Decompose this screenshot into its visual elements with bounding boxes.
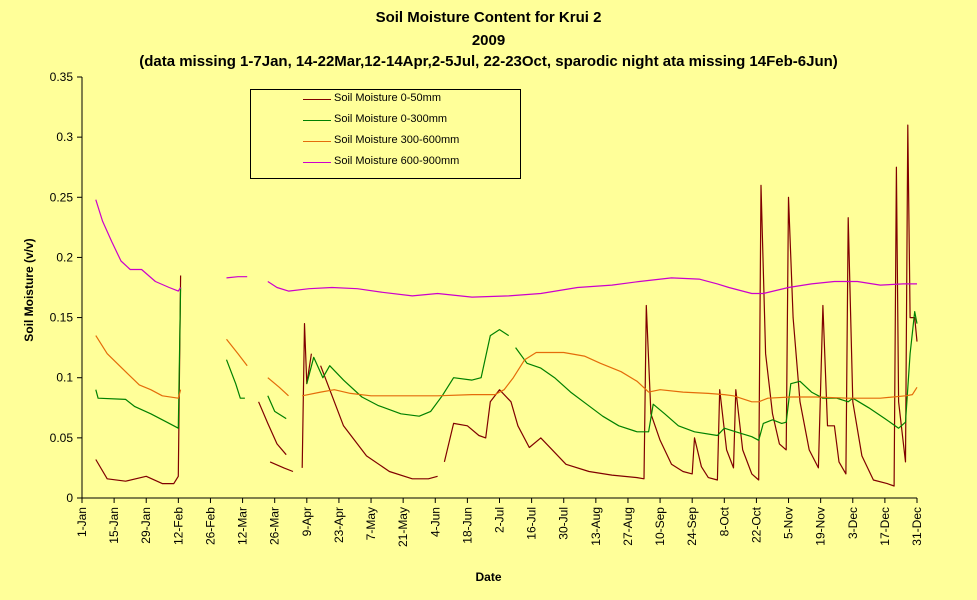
x-tick-label: 1-Jan (75, 507, 89, 537)
legend-label: Soil Moisture 600-900mm (334, 155, 460, 167)
x-tick-label: 13-Aug (589, 507, 603, 546)
y-tick-label: 0.1 (56, 371, 73, 385)
y-tick-label: 0.3 (56, 130, 73, 144)
y-axis-title: Soil Moisture (v/v) (22, 238, 36, 342)
chart-subtitle: 2009 (471, 32, 506, 49)
chart-note: (data missing 1-7Jan, 14-22Mar,12-14Apr,… (139, 53, 838, 70)
legend-label: Soil Moisture 0-300mm (334, 113, 448, 125)
chart-title: Soil Moisture Content for Krui 2 (375, 9, 602, 26)
series-line (95, 124, 918, 487)
x-axis-title: Date (475, 570, 502, 584)
legend-swatch (303, 120, 331, 121)
x-tick-label: 16-Jul (525, 507, 539, 540)
x-tick-label: 18-Jun (460, 507, 474, 544)
y-tick-label: 0.25 (50, 190, 74, 204)
legend-label: Soil Moisture 300-600mm (334, 134, 460, 146)
legend-swatch (303, 162, 331, 163)
x-tick-label: 12-Mar (236, 507, 250, 545)
x-tick-label: 3-Dec (846, 507, 860, 539)
x-tick-label: 30-Jul (557, 507, 571, 540)
y-tick-label: 0.2 (56, 250, 73, 264)
x-tick-label: 12-Feb (171, 507, 185, 545)
series-line (95, 335, 918, 403)
legend-item: Soil Moisture 0-300mm (251, 111, 520, 131)
series-line (95, 199, 917, 298)
x-tick-label: 31-Dec (910, 507, 924, 546)
x-tick-label: 17-Dec (878, 507, 892, 546)
x-tick-label: 27-Aug (621, 507, 635, 546)
x-tick-label: 9-Apr (300, 507, 314, 536)
x-tick-label: 24-Sep (685, 507, 699, 546)
legend-item: Soil Moisture 0-50mm (251, 90, 520, 110)
x-tick-label: 7-May (364, 507, 378, 540)
x-tick-label: 2-Jul (493, 507, 507, 533)
legend-label: Soil Moisture 0-50mm (334, 92, 441, 104)
x-tick-label: 26-Mar (268, 507, 282, 545)
y-tick-label: 0.05 (50, 431, 74, 445)
x-tick-label: 23-Apr (332, 507, 346, 543)
x-tick-label: 8-Oct (717, 506, 731, 536)
legend-swatch (303, 141, 331, 142)
legend-item: Soil Moisture 600-900mm (251, 153, 520, 173)
x-tick-label: 26-Feb (203, 507, 217, 545)
x-tick-label: 10-Sep (653, 507, 667, 546)
y-tick-label: 0.35 (50, 70, 74, 84)
x-tick-label: 21-May (396, 507, 410, 547)
x-tick-label: 22-Oct (749, 506, 763, 543)
legend-swatch (303, 99, 331, 100)
legend-item: Soil Moisture 300-600mm (251, 132, 520, 152)
x-tick-label: 5-Nov (782, 507, 796, 539)
x-tick-label: 29-Jan (139, 507, 153, 544)
series-line (95, 287, 918, 441)
x-tick-label: 4-Jun (428, 507, 442, 537)
x-tick-label: 19-Nov (814, 507, 828, 546)
legend: Soil Moisture 0-50mm Soil Moisture 0-300… (250, 89, 521, 179)
x-tick-label: 15-Jan (107, 507, 121, 544)
y-tick-label: 0 (66, 491, 73, 505)
y-tick-label: 0.15 (50, 311, 74, 325)
